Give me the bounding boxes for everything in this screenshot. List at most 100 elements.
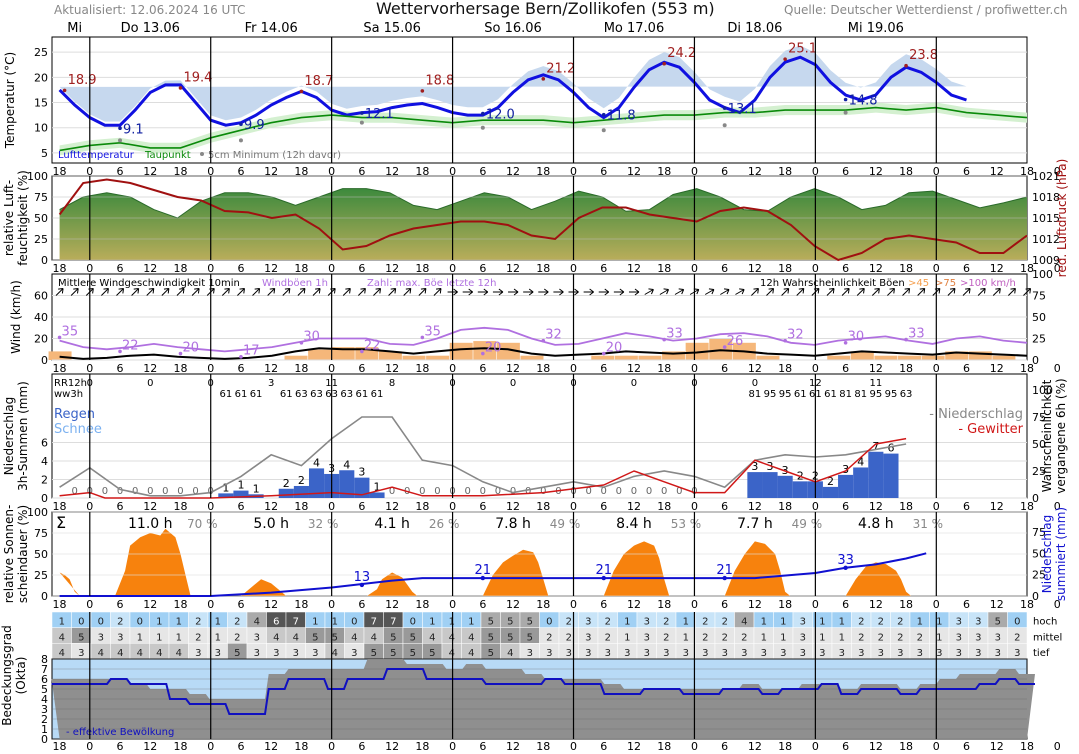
time-tick: 6 (963, 598, 970, 611)
wind-arrow-shaft (992, 288, 1001, 296)
time-tick: 6 (600, 740, 607, 753)
gust-max-point (843, 341, 848, 345)
cloud-cell-value: 4 (429, 632, 435, 643)
y-tick: 3 (41, 703, 48, 716)
cloud-cell-value: 1 (936, 632, 942, 643)
time-tick: 12 (990, 500, 1004, 513)
y-tick: 0 (41, 254, 48, 267)
wind-arrow-shaft (659, 289, 669, 295)
wind-arrow (297, 287, 306, 296)
time-tick: 0 (933, 362, 940, 375)
y-tick-right: 0 (1032, 354, 1039, 367)
ww3-value: 61 (219, 389, 232, 400)
wind-arrow-shaft (735, 289, 745, 295)
time-tick: 18 (778, 262, 792, 275)
time-tick: 18 (536, 500, 550, 513)
time-tick: 6 (117, 262, 124, 275)
time-tick: 6 (479, 362, 486, 375)
rr12-value: 0 (510, 378, 516, 389)
y-tick-right: 1009 (1032, 254, 1060, 267)
time-tick: 12 (869, 598, 883, 611)
time-tick: 0 (86, 362, 93, 375)
cloud-cell-value: 0 (1014, 617, 1020, 628)
time-tick: 12 (748, 598, 762, 611)
y-tick-right: 75 (1032, 526, 1046, 539)
sunshine-ylabel-line: relative Sonnen- (2, 505, 16, 604)
wind-arrow-head (995, 287, 1001, 294)
zero-label: 0 (177, 486, 183, 497)
time-tick: 12 (385, 262, 399, 275)
cloud-row-label: hoch (1033, 617, 1057, 628)
dewpoint-spread (59, 102, 1028, 156)
gust-prob-bar (756, 355, 780, 360)
time-tick: 0 (691, 598, 698, 611)
cloud-cell-value: 2 (917, 632, 923, 643)
legend-75: >75 (935, 278, 956, 289)
time-tick: 0 (1054, 262, 1061, 275)
cloud-cell-value: 4 (273, 632, 279, 643)
zero-label: 0 (192, 486, 198, 497)
time-tick: 6 (237, 165, 244, 178)
cloud-cell-value: 2 (546, 632, 552, 643)
time-tick: 0 (570, 262, 577, 275)
rr12-value: 8 (389, 378, 395, 389)
precip-bar-label: 4 (343, 458, 350, 471)
cloud-cell-value: 3 (878, 648, 884, 659)
time-tick: 6 (117, 598, 124, 611)
time-tick: 6 (842, 165, 849, 178)
cloud-cell-value: 1 (917, 617, 923, 628)
legend-45: >45 (908, 278, 929, 289)
wind-arrow-shaft (826, 288, 835, 296)
wind-arrow-head (604, 288, 610, 296)
effective-cloud-line (51, 668, 1035, 715)
time-tick: 0 (933, 598, 940, 611)
zero-label: 0 (646, 486, 652, 497)
min-point (843, 97, 848, 102)
time-tick: 12 (143, 500, 157, 513)
time-tick: 18 (415, 740, 429, 753)
cloud-cell-value: 2 (722, 632, 728, 643)
wind-arrow-head (663, 288, 669, 295)
cloud-cell-value: 2 (663, 632, 669, 643)
y-tick: 25 (34, 569, 48, 582)
time-tick: 18 (1020, 165, 1034, 178)
cloud-cell-value: 3 (644, 632, 650, 643)
wind-arrow (131, 287, 140, 296)
gust-max-label: 30 (303, 330, 320, 345)
wind-arrow-shaft (1023, 288, 1031, 296)
cloud-cell-value: 3 (585, 648, 591, 659)
ww3-value: 61 (356, 389, 369, 400)
cloud-cell-value: 2 (858, 632, 864, 643)
sunshine-ylabel: relative Sonnen-scheindauer (%) (2, 505, 30, 604)
cloud-cell-value: 1 (156, 617, 162, 628)
cloud-cell-value: 3 (98, 632, 104, 643)
cloud-cell-value: 1 (176, 632, 182, 643)
wind-arrow (871, 287, 880, 296)
time-tick: 6 (358, 262, 365, 275)
zero-label: 0 (102, 486, 108, 497)
time-tick: 18 (778, 500, 792, 513)
time-tick: 6 (963, 500, 970, 513)
min5cm-point (843, 110, 848, 115)
zero-label: 0 (601, 486, 607, 497)
time-tick: 18 (778, 362, 792, 375)
cloud-cell-value: 5 (488, 648, 494, 659)
time-tick: 12 (506, 598, 520, 611)
y-tick: 20 (34, 333, 48, 346)
legend-gusts: Windböen 1h (262, 278, 328, 289)
wind-arrow-shaft (962, 288, 971, 296)
gust-max-point (904, 337, 908, 342)
wind-arrow-head (574, 288, 579, 296)
y-tick: 60 (34, 290, 48, 303)
gust-max-point (360, 349, 364, 354)
wind-arrow (523, 288, 534, 296)
time-tick: 12 (627, 362, 641, 375)
time-tick: 18 (536, 262, 550, 275)
cumulative-point (480, 575, 486, 581)
max-point (178, 86, 183, 90)
wind-arrow (342, 287, 351, 296)
time-tick: 0 (691, 362, 698, 375)
wind-arrow-head (224, 287, 230, 294)
time-tick: 0 (570, 500, 577, 513)
